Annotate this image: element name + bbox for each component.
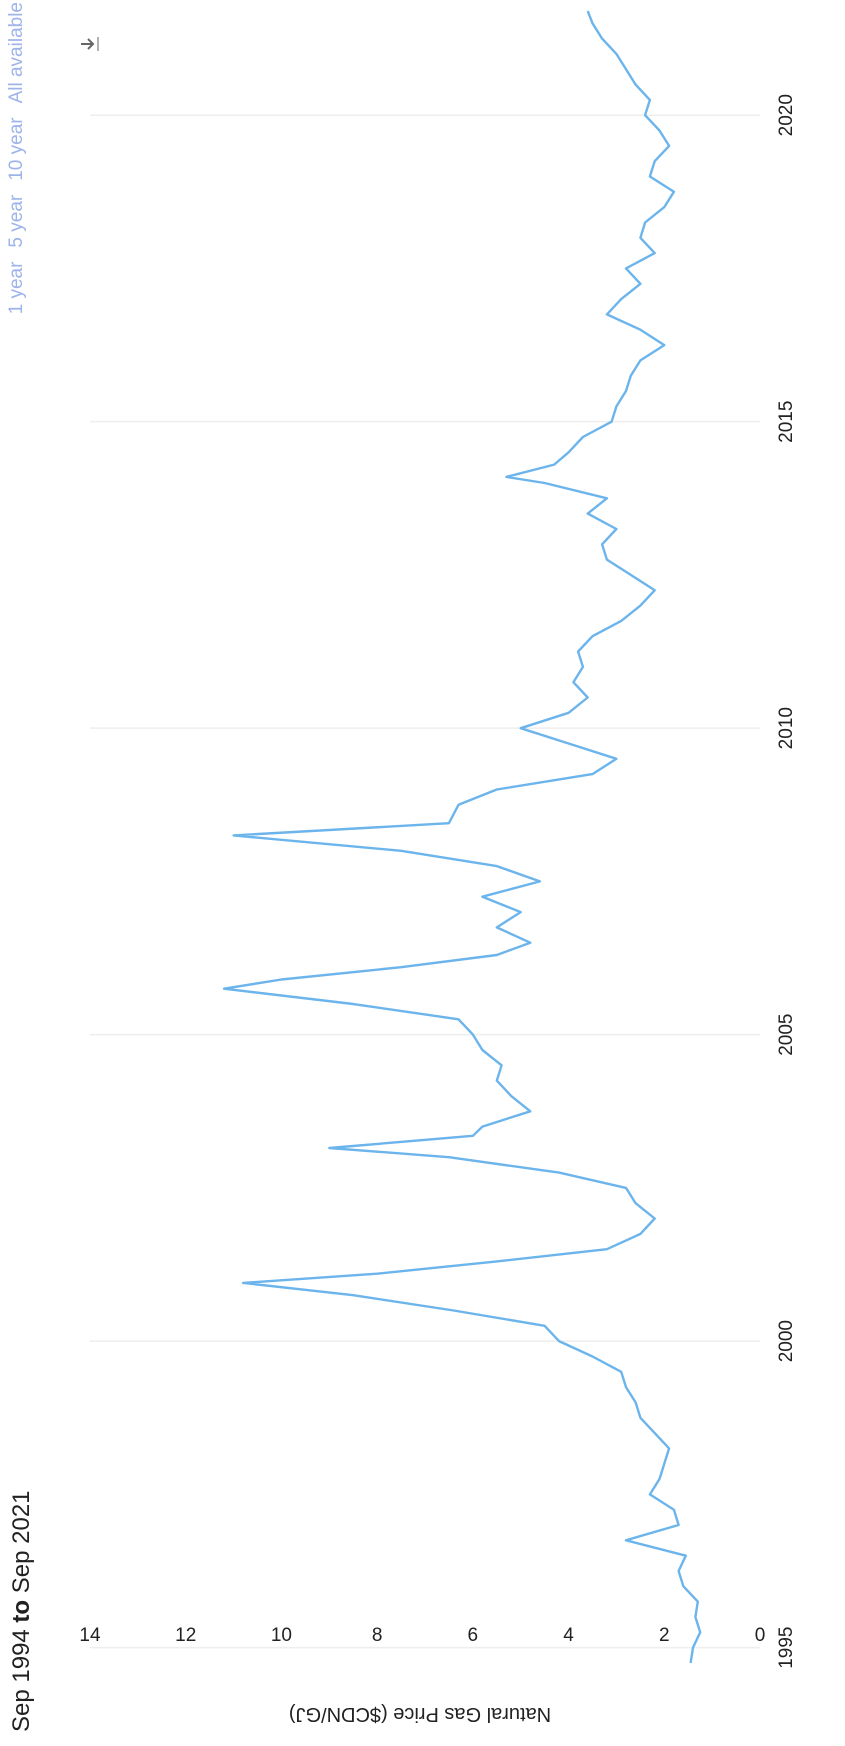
grid-lines	[90, 114, 760, 1649]
series-line	[222, 10, 702, 1664]
y-tick-label: 12	[175, 1625, 196, 1646]
y-tick-label: 10	[271, 1625, 292, 1646]
y-tick-label: 14	[79, 1625, 101, 1646]
y-axis-label: Natural Gas Price ($CDN/GJ)	[289, 1703, 551, 1725]
x-tick-label: 2015	[776, 401, 797, 443]
y-tick-label: 4	[563, 1625, 574, 1646]
y-tick-label: 6	[468, 1625, 479, 1646]
y-tick-label: 8	[372, 1625, 383, 1646]
download-icon[interactable]	[78, 32, 102, 56]
series-layer	[222, 10, 702, 1664]
x-tick-label: 1995	[776, 1626, 797, 1668]
y-axis-ticks: 0 2 4 6 8 10 12 14	[79, 1625, 765, 1646]
x-tick-label: 2020	[776, 94, 797, 136]
x-tick-label: 2000	[776, 1320, 797, 1362]
y-tick-label: 2	[659, 1625, 670, 1646]
x-tick-label: 2010	[776, 707, 797, 749]
x-axis-ticks: 1995 2000 2005 2010 2015 2020	[776, 94, 797, 1669]
y-tick-label: 0	[755, 1625, 766, 1646]
x-tick-label: 2005	[776, 1014, 797, 1056]
